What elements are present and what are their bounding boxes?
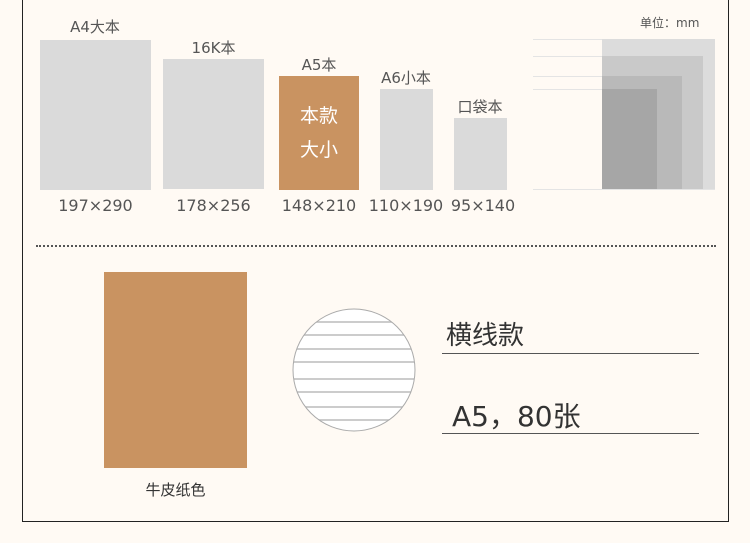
spec-label: A5，80张 — [452, 400, 581, 433]
size-dims-pocket: 95×140 — [450, 196, 516, 215]
size-dims-a5: 148×210 — [281, 196, 357, 215]
kraft-cover-swatch — [104, 272, 247, 468]
size-box-pocket — [454, 118, 507, 190]
size-name-pocket: 口袋本 — [457, 98, 503, 116]
size-box-a4 — [40, 40, 151, 190]
spec-underline — [442, 433, 699, 434]
size-dims-16k: 178×256 — [176, 196, 251, 215]
size-dims-a6: 110×190 — [368, 196, 444, 215]
size-box-a5-selected: 本款 大小 — [279, 76, 359, 190]
style-label: 横线款 — [446, 321, 525, 351]
unit-label: 单位：mm — [640, 16, 700, 30]
size-name-a6: A6小本 — [381, 69, 431, 87]
size-comparison-graphic — [533, 39, 715, 190]
size-name-a5: A5本 — [301, 56, 337, 74]
lined-paper-icon — [292, 308, 416, 432]
size-name-a4: A4大本 — [70, 18, 120, 36]
content-frame — [22, 0, 729, 522]
style-underline — [442, 353, 699, 354]
highlight-text-2: 大小 — [299, 139, 338, 161]
cover-color-label: 牛皮纸色 — [145, 481, 206, 499]
size-name-16k: 16K本 — [191, 39, 236, 57]
size-box-a6 — [380, 89, 433, 190]
size-box-16k — [163, 59, 264, 189]
highlight-text-1: 本款 — [299, 105, 338, 127]
size-dims-a4: 197×290 — [58, 196, 133, 215]
dotted-divider — [36, 245, 716, 247]
